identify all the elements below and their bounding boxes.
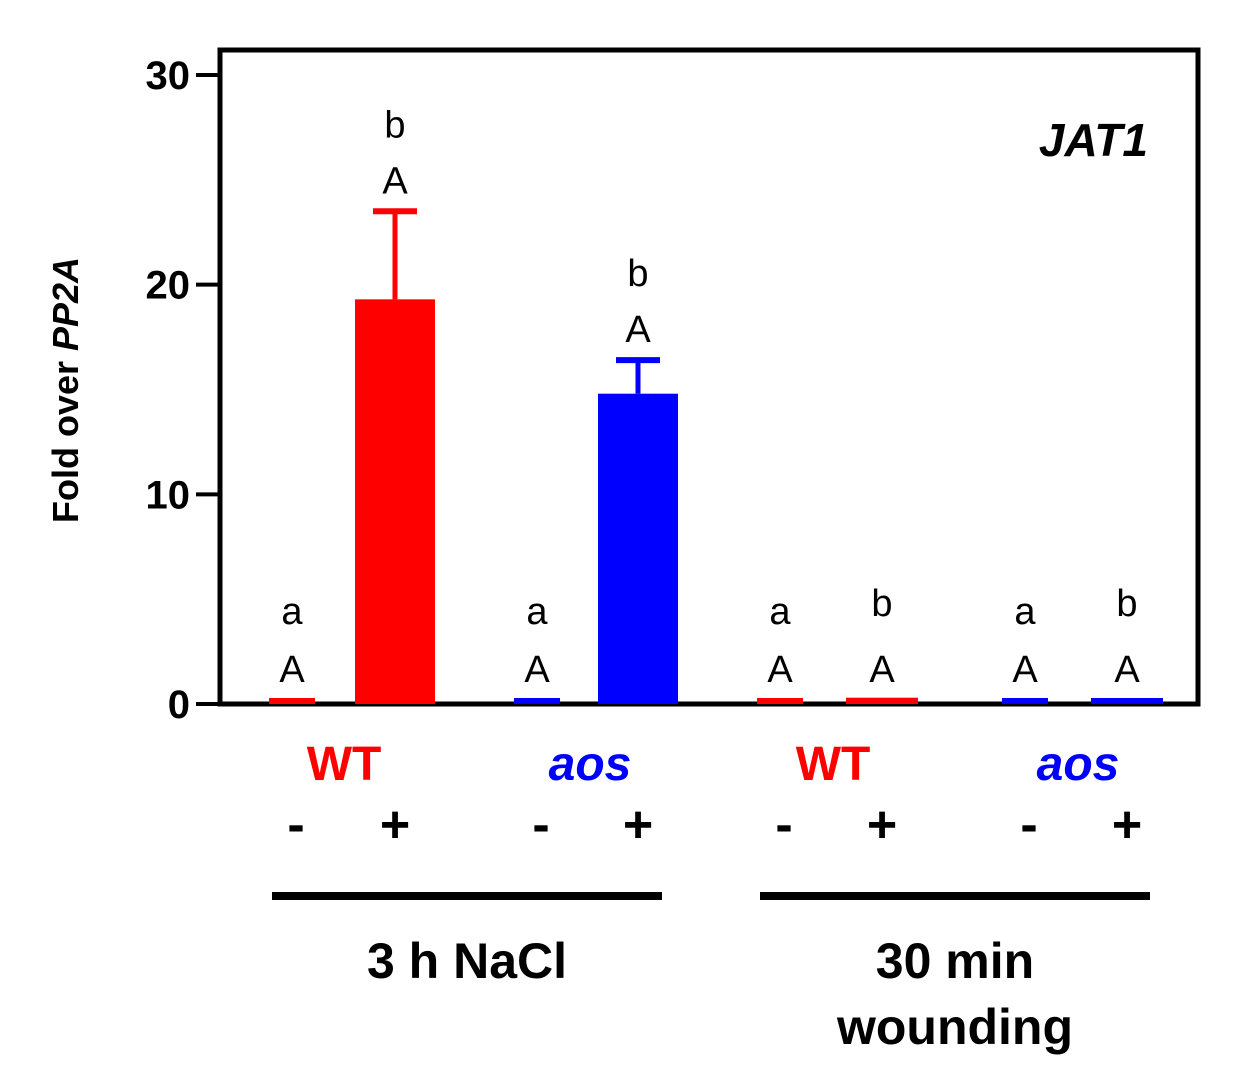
- genotype-label: aos: [1037, 738, 1120, 791]
- bar-WT-minus: [269, 698, 315, 704]
- significance-upper: A: [1012, 649, 1038, 691]
- y-tick-label: 0: [168, 683, 190, 727]
- genotype-label: WT: [796, 738, 871, 791]
- y-axis-label-prefix: Fold over: [45, 351, 86, 523]
- significance-upper: A: [869, 649, 895, 691]
- bar-aos-plus: [1091, 698, 1163, 704]
- significance-upper: A: [524, 649, 550, 691]
- group-label: 3 h NaCl: [367, 933, 567, 989]
- treatment-label: +: [623, 796, 653, 854]
- significance-upper: A: [1114, 649, 1140, 691]
- significance-lower: a: [1014, 591, 1036, 633]
- bar-aos-minus: [1002, 698, 1048, 704]
- significance-lower: a: [526, 591, 548, 633]
- group-label: 30 min: [876, 933, 1034, 989]
- treatment-label: +: [1112, 796, 1142, 854]
- significance-lower: b: [1116, 583, 1137, 625]
- plot-frame: [217, 47, 1201, 707]
- y-tick-label: 30: [146, 54, 191, 98]
- significance-lower: b: [871, 583, 892, 625]
- group-label: wounding: [836, 999, 1073, 1055]
- bar-WT-minus: [757, 698, 803, 704]
- bar-WT-plus: [355, 299, 435, 704]
- y-tick-label: 10: [146, 473, 191, 517]
- significance-upper: A: [625, 309, 651, 351]
- significance-lower: b: [627, 253, 648, 295]
- treatment-label: +: [867, 796, 897, 854]
- genotype-label: aos: [549, 738, 632, 791]
- bar-WT-plus: [846, 697, 918, 704]
- significance-upper: A: [279, 649, 305, 691]
- y-tick-label: 20: [146, 264, 191, 308]
- significance-upper: A: [767, 649, 793, 691]
- treatment-label: -: [532, 796, 549, 854]
- bar-aos-plus: [598, 393, 678, 704]
- y-axis-label-gene: PP2A: [45, 257, 86, 351]
- treatment-label: -: [775, 796, 792, 854]
- y-axis-label: Fold over PP2A: [45, 257, 86, 523]
- bar-aos-minus: [514, 698, 560, 704]
- significance-lower: a: [769, 591, 791, 633]
- significance-lower: a: [281, 591, 303, 633]
- genotype-label: WT: [307, 738, 382, 791]
- significance-lower: b: [384, 104, 405, 146]
- significance-upper: A: [382, 160, 408, 202]
- treatment-label: -: [1020, 796, 1037, 854]
- gene-title: JAT1: [1039, 114, 1148, 166]
- treatment-label: -: [287, 796, 304, 854]
- treatment-label: +: [380, 796, 410, 854]
